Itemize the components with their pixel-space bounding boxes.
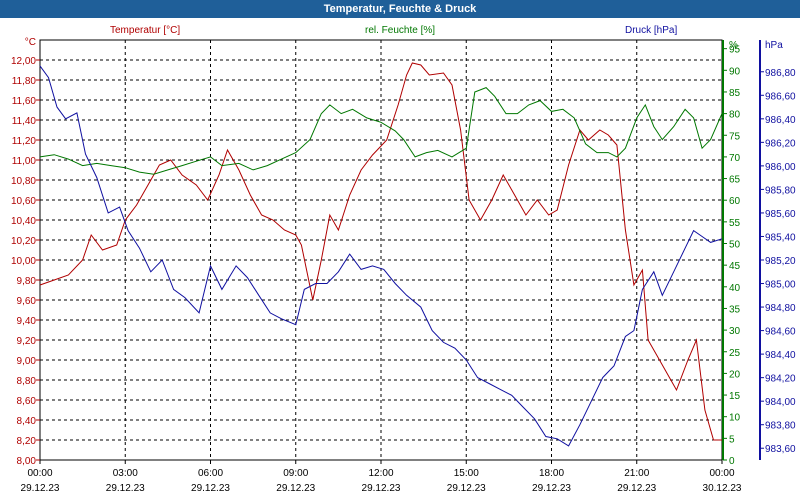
temp-tick-label: 9,00 bbox=[17, 356, 37, 367]
x-tick-date: 29.12.23 bbox=[532, 483, 571, 494]
temp-axis-unit: °C bbox=[25, 37, 36, 48]
temp-tick-label: 9,80 bbox=[17, 276, 37, 287]
temp-tick-label: 11,00 bbox=[12, 156, 37, 167]
hum-tick-label: 10 bbox=[729, 413, 741, 424]
hum-tick-label: 0 bbox=[729, 456, 735, 467]
x-tick-label: 18:00 bbox=[539, 468, 564, 479]
temp-tick-label: 10,00 bbox=[11, 256, 36, 267]
press-axis-unit: hPa bbox=[765, 40, 783, 51]
hum-tick-label: 35 bbox=[729, 304, 741, 315]
press-tick-label: 984,40 bbox=[765, 350, 796, 361]
temp-tick-label: 10,80 bbox=[11, 176, 36, 187]
hum-tick-label: 65 bbox=[729, 175, 741, 186]
temp-tick-label: 8,00 bbox=[17, 456, 37, 467]
x-tick-label: 06:00 bbox=[198, 468, 223, 479]
x-tick-label: 12:00 bbox=[368, 468, 393, 479]
hum-tick-label: 15 bbox=[729, 391, 741, 402]
hum-tick-label: 60 bbox=[729, 196, 741, 207]
hum-tick-label: 45 bbox=[729, 261, 741, 272]
hum-tick-label: 25 bbox=[729, 348, 741, 359]
temp-tick-label: 10,60 bbox=[11, 196, 36, 207]
press-tick-label: 983,80 bbox=[765, 421, 796, 432]
temp-tick-label: 9,20 bbox=[17, 336, 37, 347]
press-tick-label: 986,80 bbox=[765, 68, 796, 79]
temp-tick-label: 12,00 bbox=[11, 56, 36, 67]
hum-axis-unit: % bbox=[729, 40, 738, 51]
x-tick-date: 29.12.23 bbox=[21, 483, 60, 494]
hum-tick-label: 80 bbox=[729, 110, 741, 121]
temp-tick-label: 11,60 bbox=[12, 96, 37, 107]
x-tick-date: 29.12.23 bbox=[276, 483, 315, 494]
x-tick-label: 00:00 bbox=[709, 468, 734, 479]
window-title: Temperatur, Feuchte & Druck bbox=[0, 0, 800, 18]
press-tick-label: 986,40 bbox=[765, 115, 796, 126]
press-tick-label: 985,60 bbox=[765, 209, 796, 220]
x-tick-date: 29.12.23 bbox=[106, 483, 145, 494]
hum-tick-label: 70 bbox=[729, 153, 741, 164]
press-tick-label: 984,60 bbox=[765, 327, 796, 338]
hum-tick-label: 85 bbox=[729, 88, 741, 99]
x-tick-label: 21:00 bbox=[624, 468, 649, 479]
hum-tick-label: 75 bbox=[729, 131, 741, 142]
temp-tick-label: 11,40 bbox=[12, 116, 37, 127]
hum-tick-label: 50 bbox=[729, 240, 741, 251]
press-tick-label: 985,00 bbox=[765, 280, 796, 291]
legend-pressure: Druck [hPa] bbox=[625, 25, 678, 36]
hum-tick-label: 40 bbox=[729, 283, 741, 294]
press-tick-label: 984,00 bbox=[765, 397, 796, 408]
press-tick-label: 986,00 bbox=[765, 162, 796, 173]
hum-tick-label: 90 bbox=[729, 66, 741, 77]
press-tick-label: 984,80 bbox=[765, 303, 796, 314]
temp-tick-label: 10,40 bbox=[11, 216, 36, 227]
humidity-series-line bbox=[39, 87, 723, 175]
temp-tick-label: 9,60 bbox=[17, 296, 37, 307]
x-tick-label: 15:00 bbox=[454, 468, 479, 479]
legend-humidity: rel. Feuchte [%] bbox=[365, 25, 436, 36]
temperature-series-line bbox=[39, 62, 722, 441]
x-tick-date: 29.12.23 bbox=[447, 483, 486, 494]
x-tick-label: 03:00 bbox=[113, 468, 138, 479]
legend-temperature: Temperatur [°C] bbox=[110, 25, 181, 36]
temp-tick-label: 11,20 bbox=[12, 136, 37, 147]
x-tick-date: 29.12.23 bbox=[617, 483, 656, 494]
temp-tick-label: 9,40 bbox=[17, 316, 37, 327]
hum-tick-label: 55 bbox=[729, 218, 741, 229]
x-tick-label: 09:00 bbox=[283, 468, 308, 479]
temp-tick-label: 8,60 bbox=[17, 396, 37, 407]
x-tick-date: 30.12.23 bbox=[703, 483, 742, 494]
temp-tick-label: 11,80 bbox=[12, 76, 37, 87]
press-tick-label: 984,20 bbox=[765, 374, 796, 385]
hum-tick-label: 30 bbox=[729, 326, 741, 337]
x-tick-date: 29.12.23 bbox=[191, 483, 230, 494]
x-tick-label: 00:00 bbox=[27, 468, 52, 479]
hum-tick-label: 95 bbox=[729, 45, 741, 56]
press-tick-label: 986,20 bbox=[765, 138, 796, 149]
hum-tick-label: 5 bbox=[729, 434, 735, 445]
press-tick-label: 985,40 bbox=[765, 232, 796, 243]
temp-tick-label: 8,80 bbox=[17, 376, 37, 387]
temp-tick-label: 8,20 bbox=[17, 436, 37, 447]
temp-tick-label: 8,40 bbox=[17, 416, 37, 427]
press-tick-label: 986,60 bbox=[765, 91, 796, 102]
press-tick-label: 985,80 bbox=[765, 185, 796, 196]
pressure-series-line bbox=[39, 65, 723, 447]
temp-tick-label: 10,20 bbox=[11, 236, 36, 247]
press-tick-label: 985,20 bbox=[765, 256, 796, 267]
press-tick-label: 983,60 bbox=[765, 444, 796, 455]
x-tick-date: 29.12.23 bbox=[362, 483, 401, 494]
hum-tick-label: 20 bbox=[729, 369, 741, 380]
